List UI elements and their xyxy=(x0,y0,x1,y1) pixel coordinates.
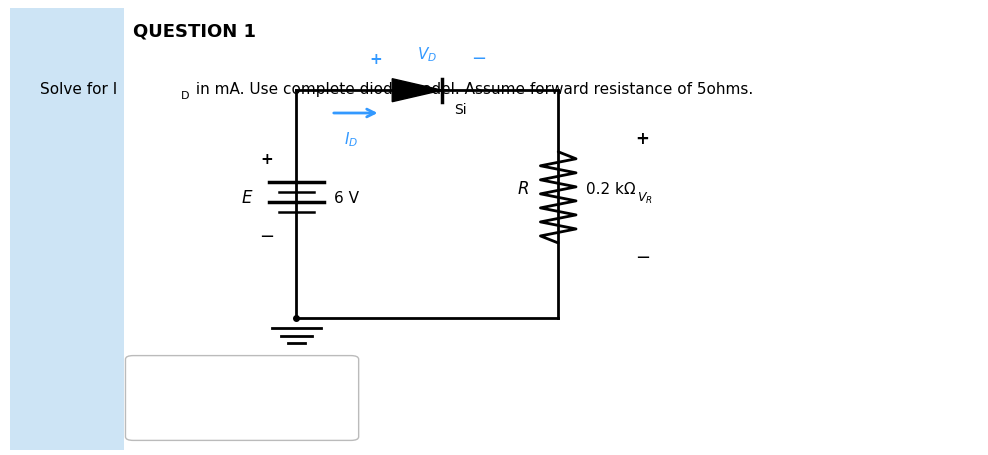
Text: −: − xyxy=(634,248,650,266)
FancyBboxPatch shape xyxy=(10,9,124,450)
Text: 6 V: 6 V xyxy=(334,191,359,205)
Text: R: R xyxy=(517,180,529,198)
Text: 0.2 kΩ: 0.2 kΩ xyxy=(586,182,635,196)
Text: D: D xyxy=(181,91,190,101)
Text: Si: Si xyxy=(453,102,466,116)
Polygon shape xyxy=(392,80,442,102)
Text: QUESTION 1: QUESTION 1 xyxy=(133,23,256,40)
Text: +: + xyxy=(261,152,273,167)
Text: +: + xyxy=(635,130,649,148)
Text: $I_D$: $I_D$ xyxy=(344,130,358,148)
Text: +: + xyxy=(370,52,381,66)
Text: $V_R$: $V_R$ xyxy=(637,190,653,206)
Text: −: − xyxy=(471,50,487,68)
Text: E: E xyxy=(241,189,252,207)
Text: in mA. Use complete diode model. Assume forward resistance of 5ohms.: in mA. Use complete diode model. Assume … xyxy=(191,82,753,97)
FancyBboxPatch shape xyxy=(125,356,359,440)
Text: Solve for I: Solve for I xyxy=(40,82,117,97)
Text: $V_D$: $V_D$ xyxy=(417,45,437,64)
Text: −: − xyxy=(259,228,275,246)
